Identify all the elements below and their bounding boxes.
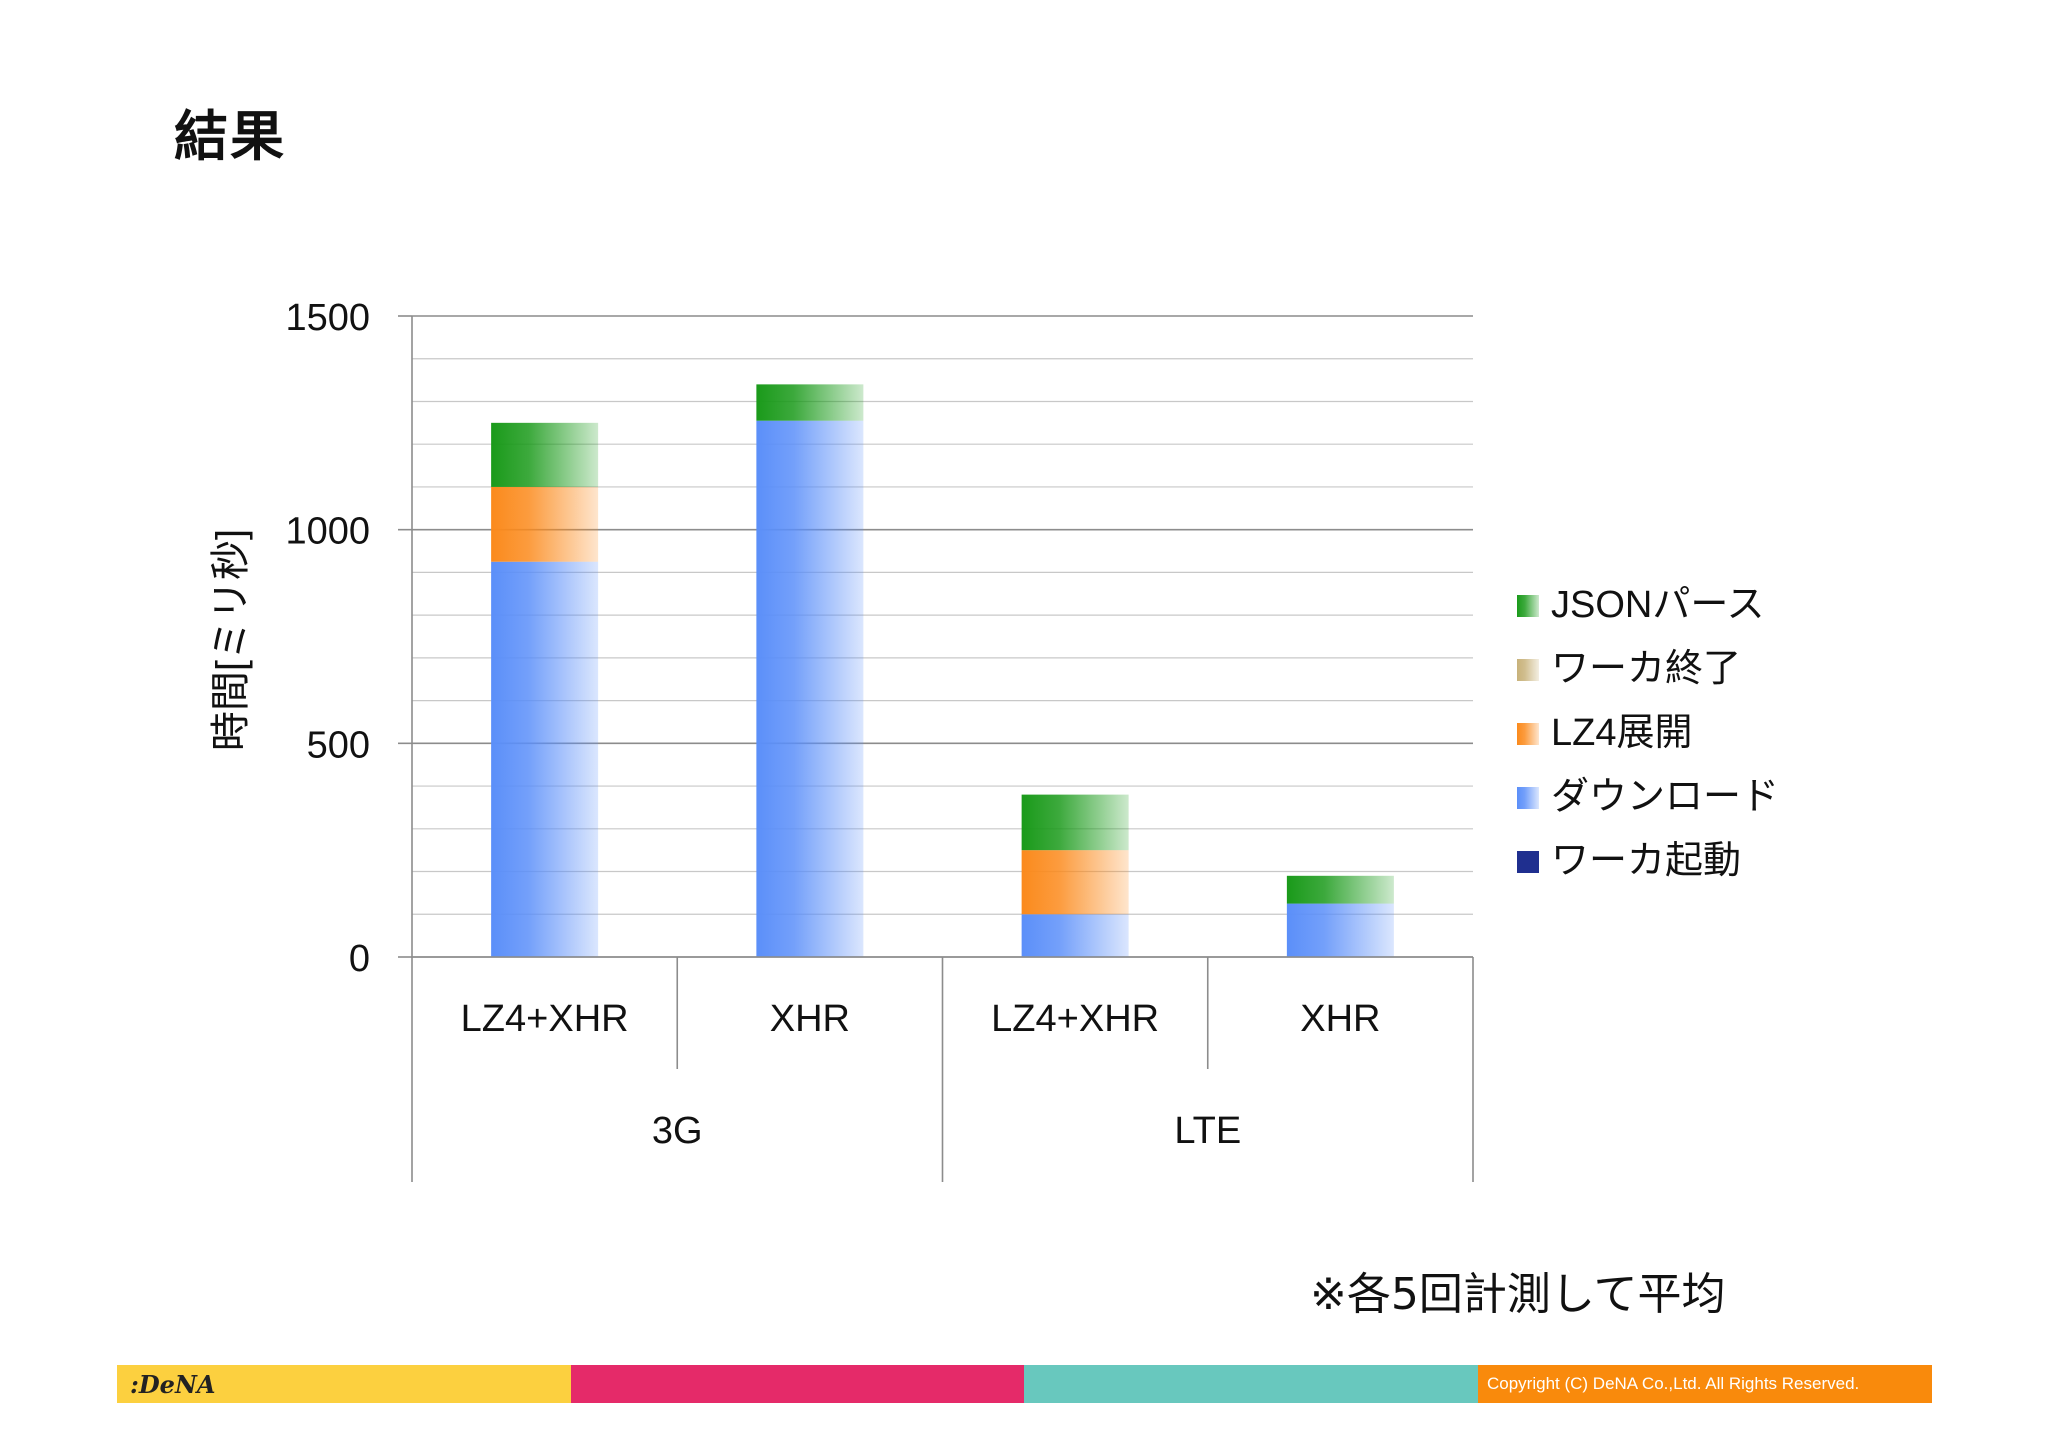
legend-label: ワーカ終了 bbox=[1551, 648, 1741, 690]
bar-segment bbox=[1021, 914, 1129, 957]
footer-bar-yellow bbox=[117, 1365, 571, 1403]
y-axis-title: 時間[ミリ秒] bbox=[209, 529, 253, 751]
legend-label: LZ4展開 bbox=[1551, 712, 1692, 754]
x-tick-label: XHR bbox=[1300, 998, 1380, 1040]
legend-swatch bbox=[1517, 851, 1539, 873]
dena-logo: :DeNA bbox=[130, 1370, 216, 1399]
copyright-text: Copyright (C) DeNA Co.,Ltd. All Rights R… bbox=[1487, 1374, 1860, 1393]
bar-segment bbox=[491, 486, 599, 562]
footer-bar-pink bbox=[571, 1365, 1024, 1403]
chart-bars bbox=[491, 384, 1394, 957]
measurement-note: ※各5回計測して平均 bbox=[1310, 1269, 1726, 1320]
legend-label: ダウンロード bbox=[1551, 776, 1779, 818]
y-tick-label: 1500 bbox=[285, 297, 370, 339]
x-tick-label: LZ4+XHR bbox=[461, 998, 629, 1040]
legend-label: ワーカ起動 bbox=[1551, 840, 1741, 882]
bar-segment bbox=[491, 422, 599, 487]
bar-segment bbox=[756, 420, 864, 957]
bar-segment bbox=[1286, 875, 1394, 904]
chart-axes: 0 500 1000 1500 時間[ミリ秒] LZ4+XHR XHR LZ4+XHR XHR 3… bbox=[209, 297, 1474, 1182]
bar-segment bbox=[491, 561, 599, 957]
group-label: 3G bbox=[652, 1110, 703, 1152]
legend-swatch bbox=[1517, 595, 1539, 617]
bar-segment bbox=[1286, 903, 1394, 957]
y-tick-label: 500 bbox=[307, 724, 370, 766]
legend-label: JSONパース bbox=[1551, 584, 1764, 626]
footer-bar-teal bbox=[1024, 1365, 1478, 1403]
y-tick-label: 1000 bbox=[285, 511, 370, 553]
group-label: LTE bbox=[1174, 1110, 1241, 1152]
legend-swatch bbox=[1517, 787, 1539, 809]
x-tick-label: XHR bbox=[770, 998, 850, 1040]
y-tick-label: 0 bbox=[349, 938, 370, 980]
x-tick-label: LZ4+XHR bbox=[991, 998, 1159, 1040]
slide-title: 結果 bbox=[174, 105, 286, 168]
bar-segment bbox=[1021, 794, 1129, 851]
legend-swatch bbox=[1517, 723, 1539, 745]
footer-bar-orange bbox=[1478, 1365, 1932, 1403]
legend-swatch bbox=[1517, 659, 1539, 681]
bar-segment bbox=[756, 384, 864, 421]
bar-segment bbox=[1021, 850, 1129, 915]
